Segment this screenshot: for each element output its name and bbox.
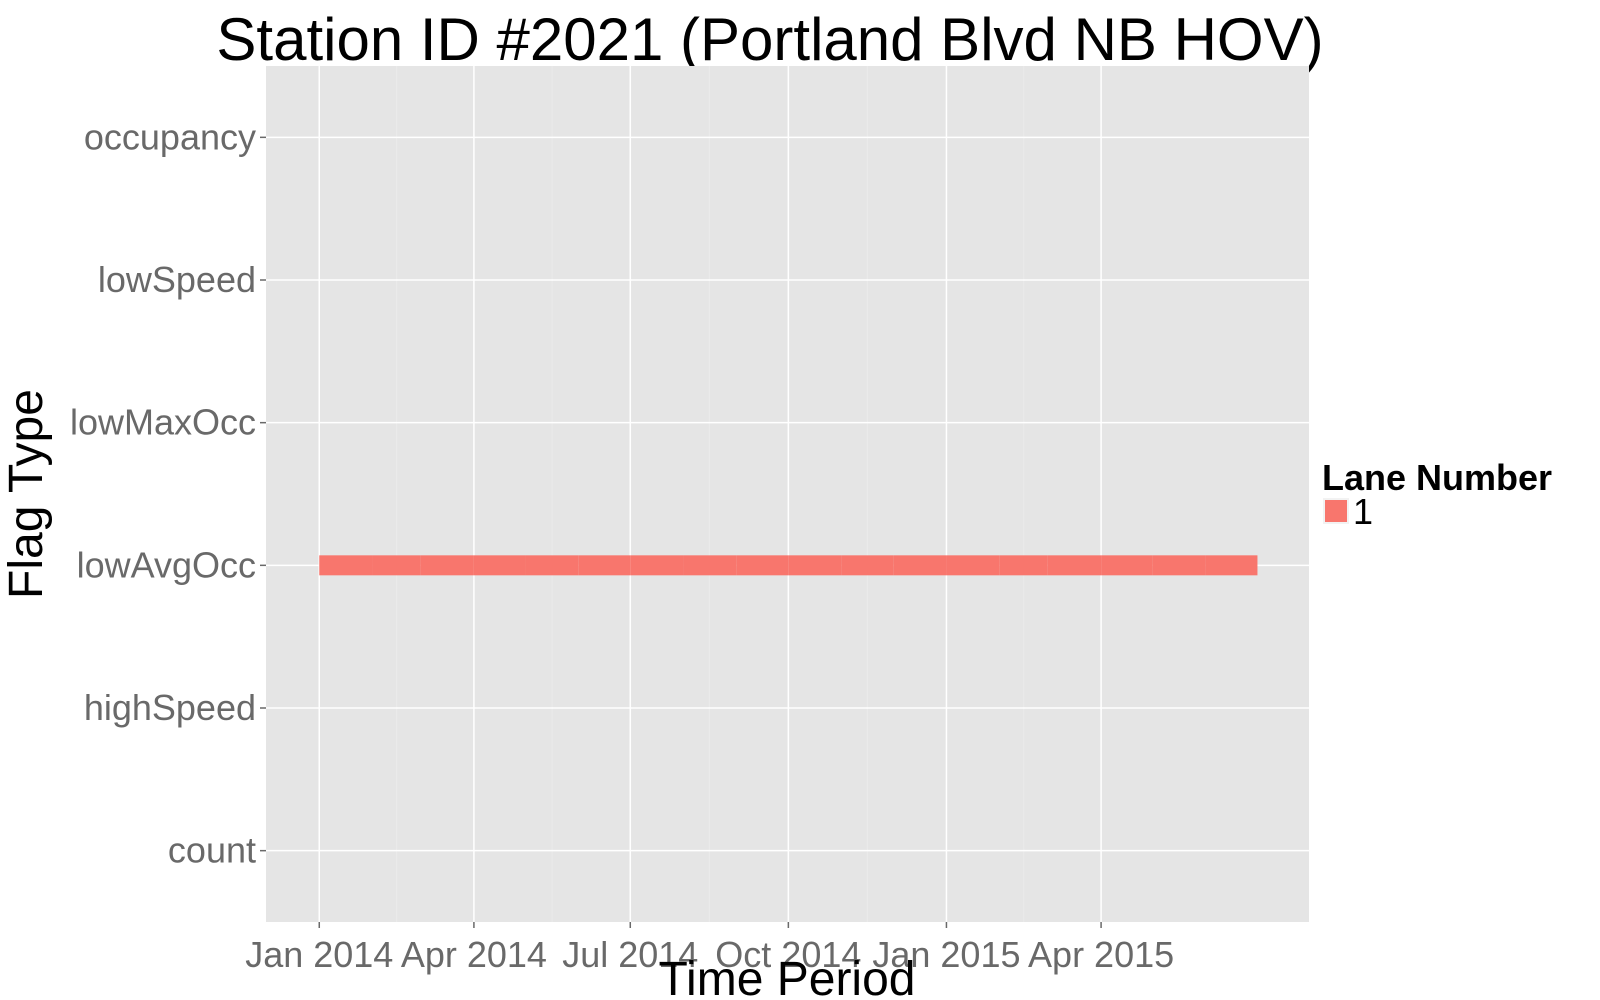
legend: Lane Number 1 <box>1322 457 1552 532</box>
y-tick-label: lowAvgOcc <box>77 544 256 585</box>
x-tick-label: Apr 2014 <box>401 934 547 975</box>
plot-panel <box>266 66 1309 922</box>
data-bar-segment <box>999 555 1048 576</box>
y-tick-label: lowMaxOcc <box>70 402 256 443</box>
data-bar-segment <box>420 555 474 576</box>
data-bar-segment <box>1101 555 1153 576</box>
x-axis: Jan 2014 Apr 2014 Jul 2014 Oct 2014 Jan 2015… <box>245 922 1174 975</box>
x-tick-label: Jan 2014 <box>245 934 393 975</box>
y-tick-label: highSpeed <box>84 687 256 728</box>
y-tick-label: lowSpeed <box>98 259 256 300</box>
y-axis-title: Flag Type <box>0 389 53 599</box>
data-bars <box>319 555 1258 576</box>
x-tick-label: Jan 2015 <box>872 934 1020 975</box>
chart-title: Station ID #2021 (Portland Blvd NB HOV) <box>216 6 1323 73</box>
data-bar-segment <box>1152 555 1206 576</box>
data-bar-segment <box>1205 555 1258 576</box>
data-bar-segment <box>525 555 579 576</box>
legend-entry-label: 1 <box>1353 491 1373 532</box>
y-axis: count highSpeed lowAvgOcc lowMaxOcc lowSpeed… <box>70 116 266 871</box>
data-bar-segment <box>788 555 842 576</box>
data-bar-segment <box>578 555 631 576</box>
data-bar-segment <box>946 555 1000 576</box>
x-tick-label: Jul 2014 <box>562 934 698 975</box>
x-tick-label: Oct 2014 <box>715 934 861 975</box>
y-tick-label: occupancy <box>84 116 256 157</box>
data-bar-segment <box>736 555 789 576</box>
data-bar-segment <box>683 555 737 576</box>
legend-title: Lane Number <box>1322 457 1552 498</box>
data-bar-segment <box>630 555 684 576</box>
data-bar-segment <box>893 555 947 576</box>
data-bar-segment <box>319 555 373 576</box>
legend-entries: 1 <box>1323 491 1373 532</box>
x-tick-label: Apr 2015 <box>1028 934 1174 975</box>
x-axis-title: Time Period <box>659 953 916 1000</box>
legend-key-swatch <box>1325 500 1347 522</box>
y-tick-label: count <box>168 830 256 871</box>
data-bar-segment <box>1047 555 1102 576</box>
data-bar-segment <box>841 555 894 576</box>
data-bar-segment <box>473 555 526 576</box>
data-bar-segment <box>372 555 421 576</box>
